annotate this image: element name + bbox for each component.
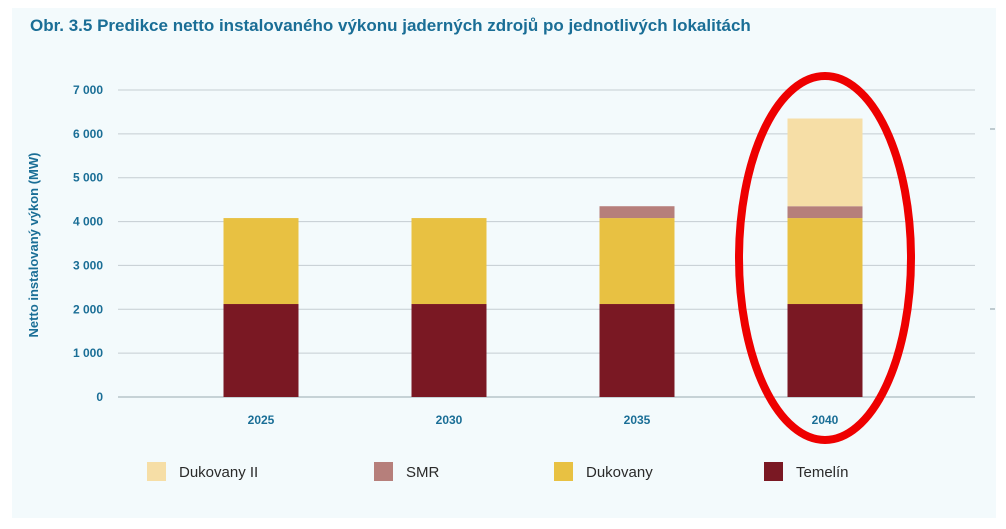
y-tick-label: 7 000 <box>73 83 103 97</box>
bar-temel-n-2040 <box>787 304 863 397</box>
legend-label: Dukovany II <box>179 464 258 481</box>
legend-swatch <box>764 462 783 481</box>
bar-dukovany-ii-2040 <box>787 118 863 207</box>
x-tick-label: 2030 <box>436 413 463 427</box>
bar-dukovany-2030 <box>411 218 487 305</box>
legend-swatch <box>147 462 166 481</box>
bar-dukovany-2025 <box>223 218 299 305</box>
y-tick-label: 0 <box>96 390 103 404</box>
y-tick-label: 4 000 <box>73 215 103 229</box>
y-axis-label: Netto instalovaný výkon (MW) <box>26 153 41 338</box>
bar-temel-n-2030 <box>411 304 487 397</box>
legend-label: Temelín <box>796 464 849 481</box>
y-tick-label: 2 000 <box>73 302 103 316</box>
x-tick-label: 2040 <box>812 413 839 427</box>
bar-temel-n-2035 <box>599 304 675 397</box>
legend-label: SMR <box>406 464 440 481</box>
right-edge-marks <box>990 128 995 310</box>
legend-swatch <box>374 462 393 481</box>
bar-dukovany-2040 <box>787 218 863 305</box>
chart-title: Obr. 3.5 Predikce netto instalovaného vý… <box>30 16 751 35</box>
x-tick-labels: 2025 2030 2035 2040 <box>248 413 839 427</box>
legend-label: Dukovany <box>586 464 653 481</box>
x-tick-label: 2025 <box>248 413 275 427</box>
y-tick-label: 6 000 <box>73 127 103 141</box>
bar-dukovany-2035 <box>599 218 675 305</box>
bar-smr-2040 <box>787 206 863 219</box>
bar-smr-2035 <box>599 206 675 219</box>
y-tick-label: 1 000 <box>73 346 103 360</box>
x-tick-label: 2035 <box>624 413 651 427</box>
legend-swatch <box>554 462 573 481</box>
bar-temel-n-2025 <box>223 304 299 397</box>
y-tick-labels: 0 1 000 2 000 3 000 4 000 5 000 6 000 7 000 <box>73 83 103 404</box>
highlight-ellipse <box>735 72 915 444</box>
y-tick-label: 3 000 <box>73 258 103 272</box>
y-tick-label: 5 000 <box>73 171 103 185</box>
legend: Dukovany II SMR Dukovany Temelín <box>147 462 849 481</box>
bars <box>223 118 863 397</box>
